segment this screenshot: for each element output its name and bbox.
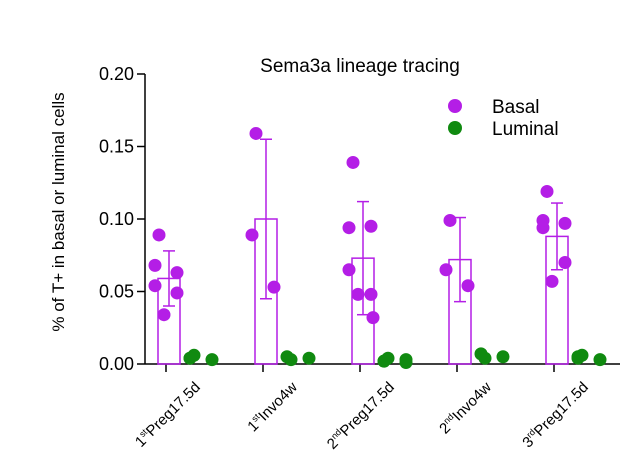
chart-title: Sema3a lineage tracing [260,56,460,77]
data-point [439,263,453,277]
data-point [545,274,559,288]
x-tick-label: 1stInvo4w [244,378,301,435]
data-point [443,213,457,227]
legend-marker [448,121,462,135]
data-point [536,221,550,235]
data-point [351,287,365,301]
x-tick-label: 1stPreg17.5d [131,378,204,451]
data-point [302,351,316,365]
data-point [157,308,171,322]
x-tick-label: 2ndInvo4w [436,378,495,437]
category-label: Preg17.5d [143,379,204,440]
data-point [364,287,378,301]
category-label: Invo4w [449,379,495,425]
data-point [593,353,607,367]
x-tick-label: 2ndPreg17.5d [323,378,398,453]
data-point [558,256,572,269]
data-point [377,354,391,368]
data-point [245,228,259,242]
data-point [152,228,166,242]
y-tick-label: 0.05 [99,282,134,302]
data-point [249,126,263,140]
legend-label: Basal [492,97,540,118]
data-point [342,221,356,235]
data-point [170,286,184,300]
legend-label: Luminal [492,119,559,140]
data-point [267,280,281,294]
data-point [183,351,197,365]
legend-marker [448,99,462,113]
data-point [558,216,572,230]
data-point [461,279,475,293]
category-label: Invo4w [255,379,301,425]
data-point [280,350,294,364]
x-tick-label: 3rdPreg17.5d [519,378,592,451]
data-point [170,266,184,280]
y-tick-label: 0.15 [99,137,134,157]
category-label: Preg17.5d [337,379,398,440]
data-point [496,350,510,364]
data-point [342,263,356,277]
y-tick-label: 0.00 [99,354,134,374]
data-point [474,347,488,361]
y-axis-label: % of T+ in basal or luminal cells [49,92,68,331]
data-point [540,184,554,198]
data-point [148,279,162,293]
data-point [205,353,219,367]
y-tick-label: 0.20 [99,64,134,84]
category-label: Preg17.5d [531,379,592,440]
data-point [399,356,413,370]
data-point [364,219,378,233]
data-point [148,258,162,272]
y-tick-label: 0.10 [99,209,134,229]
data-point [346,155,360,169]
data-point [571,350,585,364]
data-point [366,311,380,325]
